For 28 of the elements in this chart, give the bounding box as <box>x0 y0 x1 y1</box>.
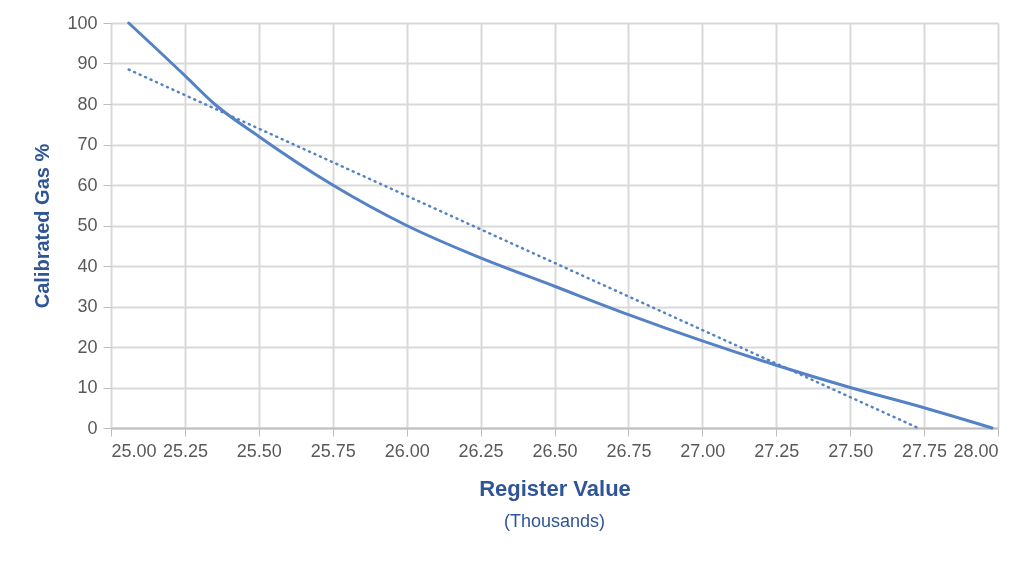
y-axis-title: Calibrated Gas % <box>31 143 54 309</box>
x-tick-label: 27.25 <box>754 440 800 461</box>
x-tick-label: 27.50 <box>828 440 874 461</box>
y-tick-label: 10 <box>77 377 98 397</box>
x-tick-label: 25.25 <box>162 440 208 461</box>
x-tick-label: 27.00 <box>680 440 726 461</box>
y-tick-label: 20 <box>77 336 98 357</box>
line-series <box>127 21 994 430</box>
y-tick-label: 40 <box>77 255 98 276</box>
x-tick-label: 25.00 <box>111 440 157 461</box>
x-tick-label: 26.50 <box>532 440 578 461</box>
y-tick-label: 50 <box>77 215 98 235</box>
x-tick-label: 25.50 <box>236 440 282 461</box>
x-tick-label: 27.75 <box>902 440 948 461</box>
text: (Thousands) <box>503 511 606 531</box>
x-tick-label: 26.00 <box>384 440 430 461</box>
x-tick-label: 26.75 <box>606 440 652 461</box>
x-tick-label: 25.75 <box>310 440 356 461</box>
x-tick-label: 28.00 <box>953 440 999 461</box>
y-tick-label: 70 <box>77 134 98 154</box>
x-tick-label: 26.25 <box>458 440 504 461</box>
y-tick-label: 30 <box>77 296 98 316</box>
x-axis-title: Register Value <box>479 475 631 501</box>
y-tick-label: 100 <box>67 12 98 33</box>
y-tick-label: 60 <box>77 174 98 195</box>
y-tick-label: 0 <box>87 417 98 438</box>
y-tick-label: 80 <box>77 93 98 114</box>
y-tick-label: 90 <box>77 53 98 73</box>
